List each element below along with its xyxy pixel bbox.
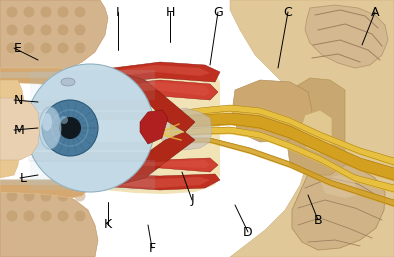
Circle shape [6,42,17,53]
Text: B: B [314,214,322,226]
Text: J: J [190,194,194,207]
Text: K: K [104,218,112,232]
Polygon shape [28,152,150,162]
Polygon shape [305,5,388,68]
Polygon shape [90,177,210,188]
Polygon shape [82,158,218,172]
Polygon shape [230,0,394,257]
Circle shape [24,24,35,35]
Circle shape [24,42,35,53]
Circle shape [41,190,52,201]
Polygon shape [285,78,345,175]
Circle shape [6,6,17,17]
Text: L: L [20,171,27,185]
Circle shape [6,190,17,201]
Text: N: N [14,94,23,106]
Polygon shape [82,132,195,185]
Polygon shape [90,65,210,79]
Polygon shape [28,142,150,150]
Circle shape [24,190,35,201]
Circle shape [74,24,85,35]
Polygon shape [28,100,150,110]
Text: I: I [116,5,120,19]
Circle shape [24,210,35,222]
Circle shape [6,210,17,222]
Circle shape [41,24,52,35]
Circle shape [74,42,85,53]
Circle shape [58,42,69,53]
Circle shape [74,210,85,222]
Polygon shape [292,162,385,250]
Polygon shape [0,179,90,185]
Text: H: H [165,5,175,19]
Circle shape [60,116,68,124]
Polygon shape [76,64,220,194]
Circle shape [58,210,69,222]
Polygon shape [28,112,150,120]
Polygon shape [0,185,98,257]
Polygon shape [82,62,220,85]
Circle shape [41,6,52,17]
Polygon shape [320,175,358,198]
Ellipse shape [42,113,52,131]
Polygon shape [0,68,90,88]
Polygon shape [0,180,88,198]
Polygon shape [82,72,195,132]
Circle shape [41,42,52,53]
Circle shape [26,64,154,192]
Polygon shape [30,160,155,175]
Polygon shape [0,98,40,160]
Polygon shape [90,82,210,96]
Circle shape [59,117,81,139]
Circle shape [42,100,98,156]
Text: E: E [14,41,22,54]
Text: A: A [371,5,379,19]
Circle shape [24,6,35,17]
Circle shape [74,6,85,17]
Polygon shape [158,108,212,150]
Polygon shape [30,70,155,85]
Polygon shape [300,110,332,154]
Circle shape [58,6,69,17]
Circle shape [41,210,52,222]
Text: D: D [243,225,253,238]
Polygon shape [30,175,155,190]
Polygon shape [82,80,218,100]
Polygon shape [0,80,24,178]
Text: F: F [149,242,156,254]
Polygon shape [140,110,168,144]
Polygon shape [0,72,90,78]
Circle shape [6,24,17,35]
Polygon shape [30,85,155,100]
Text: G: G [213,5,223,19]
Polygon shape [90,160,210,168]
Text: C: C [284,5,292,19]
Circle shape [58,24,69,35]
Polygon shape [232,80,312,142]
Text: M: M [14,124,25,136]
Circle shape [74,190,85,201]
Polygon shape [0,0,108,80]
Polygon shape [82,174,220,190]
Ellipse shape [61,78,75,86]
Ellipse shape [39,107,61,149]
Circle shape [58,190,69,201]
